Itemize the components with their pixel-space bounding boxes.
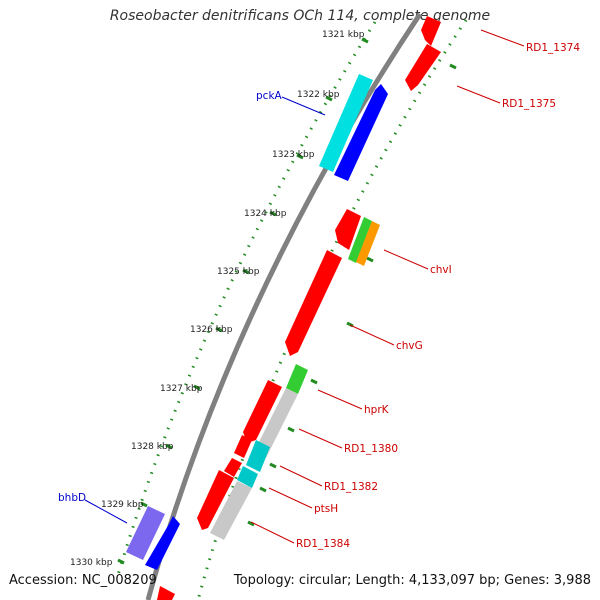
gene-pcka-arrow[interactable]	[334, 84, 388, 181]
gene-label-bhbd[interactable]: bhbD	[58, 492, 86, 504]
topology-text: Topology: circular; Length: 4,133,097 bp…	[233, 573, 591, 588]
gene-label-rd1-1380[interactable]: RD1_1380	[344, 443, 398, 455]
gene-red-mid-2[interactable]	[234, 435, 252, 458]
kbp-label: 1327 kbp	[160, 384, 203, 394]
accession-text: Accession: NC_008209	[9, 573, 157, 588]
outer-tick	[259, 486, 267, 493]
kbp-labels: 1321 kbp 1322 kbp 1323 kbp 1324 kbp 1325…	[70, 30, 365, 568]
kbp-label: 1324 kbp	[244, 209, 287, 219]
gene-red-mid-1[interactable]	[243, 380, 282, 443]
outer-tick	[310, 378, 318, 385]
kbp-label: 1325 kbp	[217, 267, 260, 277]
kbp-tick-mark	[193, 384, 201, 391]
kbp-label: 1323 kbp	[272, 150, 315, 160]
reverse-strand-genes	[157, 16, 441, 600]
forward-strand-genes	[126, 74, 388, 570]
kbp-tick-mark	[361, 37, 369, 44]
kbp-tick-mark	[325, 95, 333, 102]
outer-tick	[269, 462, 277, 469]
gene-pcka-cyan[interactable]	[319, 74, 373, 172]
kbp-label: 1330 kbp	[70, 558, 113, 568]
gene-label-rd1-1374[interactable]: RD1_1374	[526, 42, 580, 54]
outer-tick	[366, 256, 374, 263]
gene-bhbd-purple[interactable]	[126, 506, 165, 560]
kbp-label: 1321 kbp	[322, 30, 365, 40]
leader-pcka	[281, 96, 326, 116]
kbp-major-ticks	[117, 37, 369, 565]
gene-label-rd1-1382[interactable]: RD1_1382	[324, 481, 378, 493]
leader-chvi	[383, 249, 429, 270]
gene-label-hprk[interactable]: hprK	[364, 404, 390, 416]
gene-red-mid-3[interactable]	[224, 458, 242, 477]
gene-label-ptsh[interactable]: ptsH	[314, 503, 338, 515]
kbp-tick-mark	[117, 558, 125, 565]
outer-tick	[449, 63, 457, 70]
gene-red-bottom[interactable]	[157, 586, 175, 600]
kbp-label: 1322 kbp	[297, 90, 340, 100]
gene-rd1-1374[interactable]	[421, 16, 441, 46]
gene-bhbd-arrow[interactable]	[145, 516, 180, 570]
gene-pts-grey[interactable]	[210, 481, 252, 540]
kbp-tick-mark	[242, 268, 250, 275]
leader-chvg	[349, 324, 395, 346]
gene-chvg[interactable]	[285, 250, 342, 356]
gene-label-rd1-1375[interactable]: RD1_1375	[502, 98, 556, 110]
leader-bhbd	[84, 499, 128, 524]
kbp-tick-mark	[269, 210, 277, 217]
kbp-label: 1326 kbp	[190, 325, 233, 335]
leader-rd1-1374	[480, 29, 525, 47]
leader-rd1-1384	[250, 521, 295, 544]
gene-hprk-grey[interactable]	[254, 388, 298, 458]
gene-label-rd1-1384[interactable]: RD1_1384	[296, 538, 350, 550]
leader-rd1-1382	[279, 465, 323, 487]
outer-track-ticks	[247, 63, 457, 527]
gene-label-pcka[interactable]: pckA	[256, 90, 283, 102]
gene-rd1-1375[interactable]	[405, 44, 441, 91]
kbp-tick-mark	[215, 326, 223, 333]
outer-tick	[247, 520, 255, 527]
genome-backbone	[145, 12, 423, 600]
gene-rd1-1380-cyan[interactable]	[246, 440, 270, 472]
leader-lines	[84, 29, 525, 544]
kbp-label: 1328 kbp	[131, 442, 174, 452]
kbp-tick-mark	[165, 443, 173, 450]
leader-ptsh	[268, 487, 313, 509]
leader-rd1-1375	[456, 85, 501, 104]
gene-chvi-orange[interactable]	[356, 221, 380, 266]
genome-title: Roseobacter denitrificans OCh 114, compl…	[109, 8, 491, 24]
gene-rd1-1382-cyan[interactable]	[237, 466, 258, 488]
gene-label-chvi[interactable]: chvI	[430, 264, 452, 276]
leader-hprk	[317, 389, 363, 410]
kbp-tick-mark	[296, 153, 304, 160]
kbp-tick-mark	[140, 501, 148, 508]
gene-label-group: pckA bhbD RD1_1374 RD1_1375 chvI chvG hp…	[58, 42, 580, 550]
leader-rd1-1380	[298, 428, 343, 449]
gene-hprk-green[interactable]	[286, 364, 308, 394]
gene-label-chvg[interactable]: chvG	[396, 340, 423, 352]
outer-tick	[287, 426, 295, 433]
gene-red-small[interactable]	[335, 209, 361, 250]
gene-red-low[interactable]	[197, 470, 234, 530]
kbp-label: 1329 kbp	[101, 500, 144, 510]
gene-chvi-green[interactable]	[348, 217, 372, 263]
